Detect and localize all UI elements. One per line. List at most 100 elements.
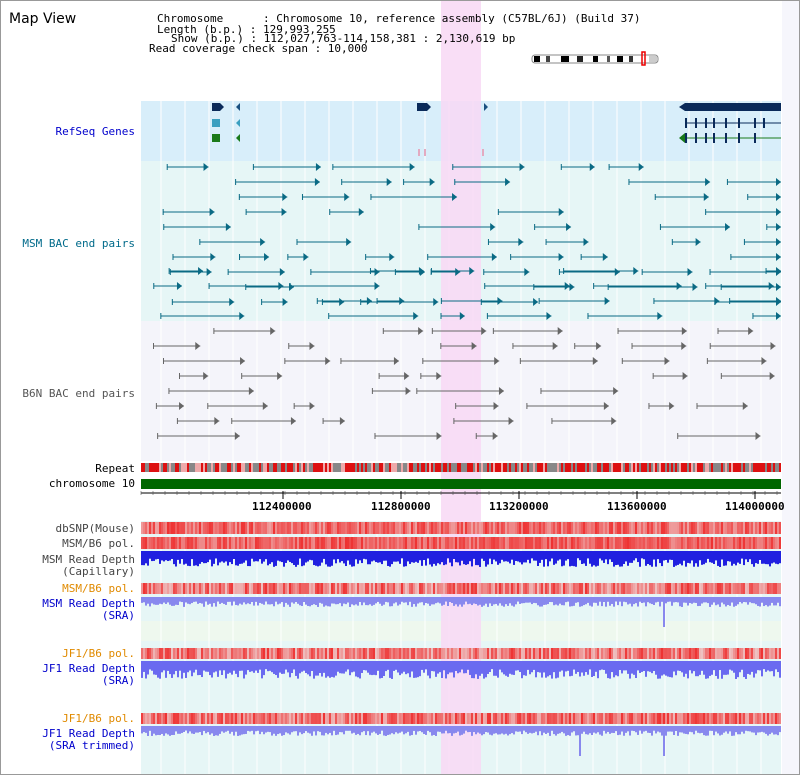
msm-depth-capillary-bar	[401, 551, 403, 559]
msm-b6-pol-sra-strip	[461, 583, 463, 594]
jf1-depth-trimmed-bar	[593, 726, 595, 733]
msm-b6-pol-strip	[379, 537, 381, 549]
msm-depth-capillary-bar	[593, 551, 595, 566]
msm-b6-pol-sra-strip	[597, 583, 599, 594]
dbsnp-strip	[419, 522, 421, 534]
msm-depth-capillary-bar	[721, 551, 723, 560]
msm-depth-sra-bar	[309, 597, 311, 607]
msm-b6-pol-sra-strip	[759, 583, 761, 594]
msm-bac-pair	[776, 267, 781, 275]
jf1-b6-pol-trimmed-strip	[213, 713, 215, 724]
jf1-depth-sra-bar	[549, 661, 551, 676]
msm-depth-sra-bar	[263, 597, 265, 605]
msm-b6-pol-label[interactable]: MSM/B6 pol.	[62, 537, 135, 550]
jf1-b6-pol-trimmed-strip	[475, 713, 477, 724]
msm-depth-sra-bar	[379, 597, 381, 604]
jf1-b6-pol-strip	[551, 648, 553, 659]
jf1-depth-sra-bar	[153, 661, 155, 675]
msm-b6-pol-sra-strip	[309, 583, 311, 594]
jf1-read-depth-sra-label[interactable]: JF1 Read Depth	[42, 662, 135, 675]
jf1-depth-trimmed-bar	[729, 726, 731, 732]
msm-b6-pol-strip	[521, 537, 523, 549]
msm-b6-pol-strip	[475, 537, 477, 549]
msm-depth-sra-bar	[645, 597, 647, 607]
jf1-b6-pol-trimmed-strip	[461, 713, 463, 724]
jf1-depth-sra-bar	[323, 661, 325, 673]
msm-bac-pair	[633, 267, 639, 275]
msm-bac-pair	[339, 298, 345, 306]
msm-depth-sra-bar	[765, 597, 767, 606]
jf1-b6-pol-trimmed-strip	[257, 713, 259, 724]
repeat-segment	[753, 463, 755, 472]
msm-depth-sra-bar	[227, 597, 229, 602]
msm-depth-capillary-bar	[449, 551, 451, 563]
jf1-depth-trimmed-bar	[299, 726, 301, 733]
msm-b6-pol-sra-label[interactable]: MSM/B6 pol.	[62, 582, 135, 595]
dbsnp-strip	[329, 522, 331, 534]
msm-b6-pol-sra-strip	[253, 583, 255, 594]
repeat-segment	[559, 463, 561, 472]
msm-depth-capillary-bar	[529, 551, 531, 564]
jf1-b6-pol-strip	[559, 648, 561, 659]
dbsnp-strip	[271, 522, 273, 534]
msm-b6-pol-strip	[161, 537, 163, 549]
jf1-read-depth-trimmed-label[interactable]: JF1 Read Depth	[42, 727, 135, 740]
jf1-depth-sra-bar	[647, 661, 649, 672]
msm-b6-pol-strip	[509, 537, 511, 549]
b6n-bac-end-pairs-label[interactable]: B6N BAC end pairs	[22, 387, 135, 400]
msm-depth-sra-bar	[565, 597, 567, 603]
jf1-b6-pol-strip	[677, 648, 679, 659]
msm-b6-pol-sra-strip	[449, 583, 451, 594]
msm-depth-capillary-bar	[235, 551, 237, 566]
refseq-exon	[738, 133, 740, 143]
dbsnp-strip	[367, 522, 369, 534]
jf1-depth-sra-bar	[767, 661, 769, 671]
msm-depth-sra-bar	[655, 597, 657, 603]
msm-b6-pol-sra-strip	[467, 583, 469, 594]
msm-b6-pol-strip	[727, 537, 729, 549]
jf1-depth-sra-bar	[701, 661, 703, 671]
repeat-segment	[563, 463, 565, 472]
dbsnp-strip	[267, 522, 269, 534]
jf1-b6-pol-strip	[743, 648, 745, 659]
msm-read-depth-sra-label[interactable]: MSM Read Depth	[42, 597, 135, 610]
refseq-genes-label[interactable]: RefSeq Genes	[55, 125, 135, 138]
jf1-b6-pol-label[interactable]: JF1/B6 pol.	[62, 647, 135, 660]
msm-depth-capillary-bar	[663, 551, 665, 561]
msm-depth-sra-bar	[293, 597, 295, 604]
msm-read-depth-capillary-label[interactable]: MSM Read Depth	[42, 553, 135, 566]
msm-depth-sra-bar	[221, 597, 223, 603]
jf1-depth-trimmed-bar	[203, 726, 205, 731]
repeat-segment	[423, 463, 425, 472]
jf1-b6-pol-trimmed-strip	[417, 713, 419, 724]
dbsnp-label[interactable]: dbSNP(Mouse)	[55, 522, 135, 535]
refseq-exon	[725, 133, 727, 143]
msm-bac-end-pairs-label[interactable]: MSM BAC end pairs	[22, 237, 135, 250]
msm-depth-sra-bar	[519, 597, 521, 604]
repeat-segment	[179, 463, 181, 472]
jf1-depth-trimmed-bar	[537, 726, 539, 736]
repeat-segment	[603, 463, 605, 472]
jf1-b6-pol-trimmed-strip	[769, 713, 771, 724]
msm-depth-capillary-bar	[689, 551, 691, 564]
jf1-b6-pol-strip	[341, 648, 343, 659]
jf1-depth-sra-bar	[753, 661, 755, 678]
msm-b6-pol-strip	[487, 537, 489, 549]
jf1-depth-sra-bar	[243, 661, 245, 679]
repeat-segment	[451, 463, 453, 472]
repeat-segment	[199, 463, 201, 472]
msm-depth-sra-bar	[625, 597, 627, 603]
msm-b6-pol-sra-strip	[541, 583, 543, 594]
repeat-segment	[777, 463, 779, 472]
repeat-segment	[397, 463, 399, 472]
dbsnp-strip	[443, 522, 445, 534]
dbsnp-strip	[715, 522, 717, 534]
msm-depth-capillary-bar	[173, 551, 175, 565]
repeat-segment	[699, 463, 701, 472]
jf1-b6-pol-trimmed-label[interactable]: JF1/B6 pol.	[62, 712, 135, 725]
msm-b6-pol-sra-strip	[271, 583, 273, 594]
dbsnp-strip	[697, 522, 699, 534]
dbsnp-strip	[373, 522, 375, 534]
jf1-b6-pol-trimmed-strip	[167, 713, 169, 724]
